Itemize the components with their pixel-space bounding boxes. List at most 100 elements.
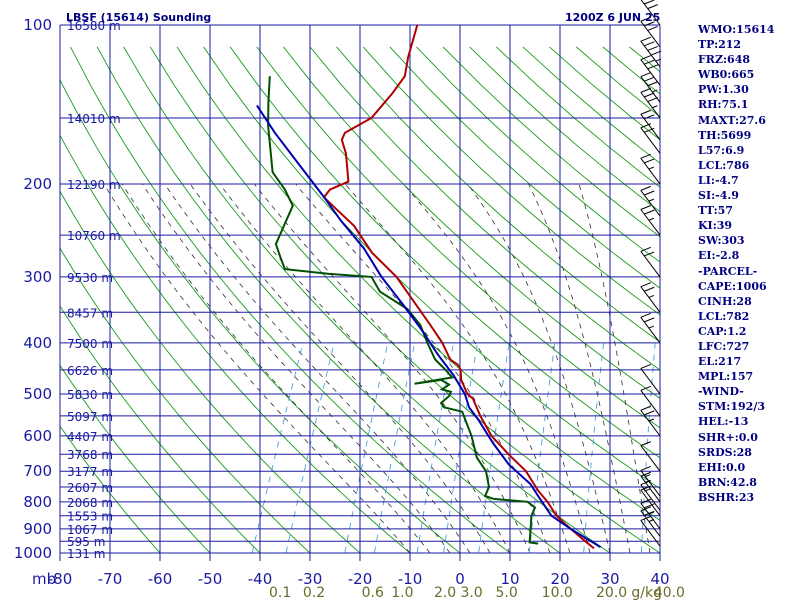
wind-barb-flag [640,282,651,288]
temperature-tick-label: -70 [98,570,123,588]
index-item: KI:39 [698,219,733,233]
index-item: SI:-4.9 [698,189,739,203]
wind-barb-staff [640,59,661,86]
index-item: EI:-2.8 [698,249,740,263]
wind-barb-flag [640,55,651,61]
dry-adiabat [176,46,660,521]
dry-adiabat [229,46,660,459]
index-item: PW:1.30 [698,83,749,97]
wind-barb-half [648,198,655,202]
wind-barb-flag [644,59,655,65]
moist-adiabat [121,183,431,553]
index-item: L57:6.9 [698,143,745,157]
height-label: 595 m [67,535,105,549]
wind-barb-flag [640,441,651,447]
temperature-tick-label: -60 [148,570,173,588]
height-label: 10760 m [67,229,121,243]
dry-adiabat [60,247,311,553]
mixing-ratio-line [478,342,510,553]
index-item: SRDS:28 [698,445,752,459]
wind-barb-half [648,511,655,515]
wind-barb-flag [644,286,655,292]
index-item: CAPE:1006 [698,279,767,293]
moist-adiabat [344,183,571,553]
mixing-ratio-label: 40.0 [654,585,685,600]
wind-barb-flag [640,312,651,318]
wind-barb-flag [640,109,651,115]
pressure-label: 900 [23,520,52,538]
height-label: 5097 m [67,410,113,424]
wind-barb-flag [644,410,655,416]
index-item: EHI:0.0 [698,460,746,474]
wind-barb-staff [640,76,661,103]
wind-barb-flag [640,16,651,22]
wind-barb-half [648,294,655,298]
pressure-label: 300 [23,268,52,286]
wind-barb-flag [644,209,655,215]
pressure-label: 200 [23,175,52,193]
indices-panel: WMO:15614 TP:212 FRZ:648 WB0:665 PW:1.30 RH:7… [698,22,798,505]
wind-barb-flag [650,50,662,56]
mixing-ratio-label: 20.0 [596,585,627,600]
chart-grid [59,24,661,561]
wind-barb-flag [647,81,658,87]
wind-barb-flag [640,498,651,504]
temperature-tick-label: -20 [348,570,373,588]
wind-barb-flag [640,185,651,191]
wind-barb-half [652,105,658,109]
wind-barb-flag [644,76,655,82]
wind-barb-staff [640,520,661,547]
wind-barb-staff [640,368,661,395]
mixing-ratio-label: 0.1 [269,585,291,600]
mixing-ratio-line [640,342,656,553]
temperature-tick-label: -40 [248,570,273,588]
dry-adiabat [96,46,561,553]
mixing-ratio-line [344,342,389,553]
wind-barb-flag [640,405,651,411]
wind-barb-flag [644,21,655,27]
index-item: WMO:15614 [698,23,775,36]
index-item: SW:303 [698,234,745,248]
wind-barb-half [645,488,651,492]
wind-barb-staff [640,127,661,154]
index-item: SHR+:0.0 [698,430,758,444]
wind-barb-flag [640,123,651,129]
wind-barb-flag [644,41,655,47]
wind-barb-flag [640,363,651,369]
moist-adiabat [164,183,471,553]
moist-adiabat [295,183,551,553]
mixing-ratio-line [416,342,455,553]
wind-barb-staff [640,510,661,537]
wind-barb-flag [647,45,658,51]
height-label: 4407 m [67,430,113,444]
series-temperature-line [322,25,595,550]
wind-barb-staff [640,190,661,217]
temperature-tick-label: 40 [650,570,669,588]
height-label: 8457 m [67,306,113,320]
wind-barb-staff [640,390,661,417]
pressure-label: 100 [23,16,52,34]
height-label: 16580 m [67,19,121,33]
wind-barb-half [652,89,658,93]
mixing-ratio-label: 5.0 [495,585,517,600]
height-label: 14010 m [67,112,121,126]
dry-adiabat [336,46,660,343]
index-item: BSHR:23 [698,490,755,504]
wind-barb-flag [647,97,658,103]
index-item: -PARCEL- [698,264,758,278]
mixing-ratio-unit: g/kg [631,585,662,600]
pressure-label: 500 [23,385,52,403]
wind-barb-flag [640,465,651,471]
index-item: LI:-4.7 [698,173,739,187]
dry-adiabat [60,134,411,553]
wind-barb-staff [640,489,661,517]
temperature-tick-label: 30 [600,570,619,588]
wind-barb-flag [644,190,655,196]
moist-adiabat [528,183,631,553]
wind-barb-staff [640,445,661,472]
index-item: TH:5699 [698,128,752,142]
wind-barb-flag [644,0,655,5]
mixing-ratio-label: 1.0 [391,585,413,600]
height-label: 1553 m [67,510,113,524]
